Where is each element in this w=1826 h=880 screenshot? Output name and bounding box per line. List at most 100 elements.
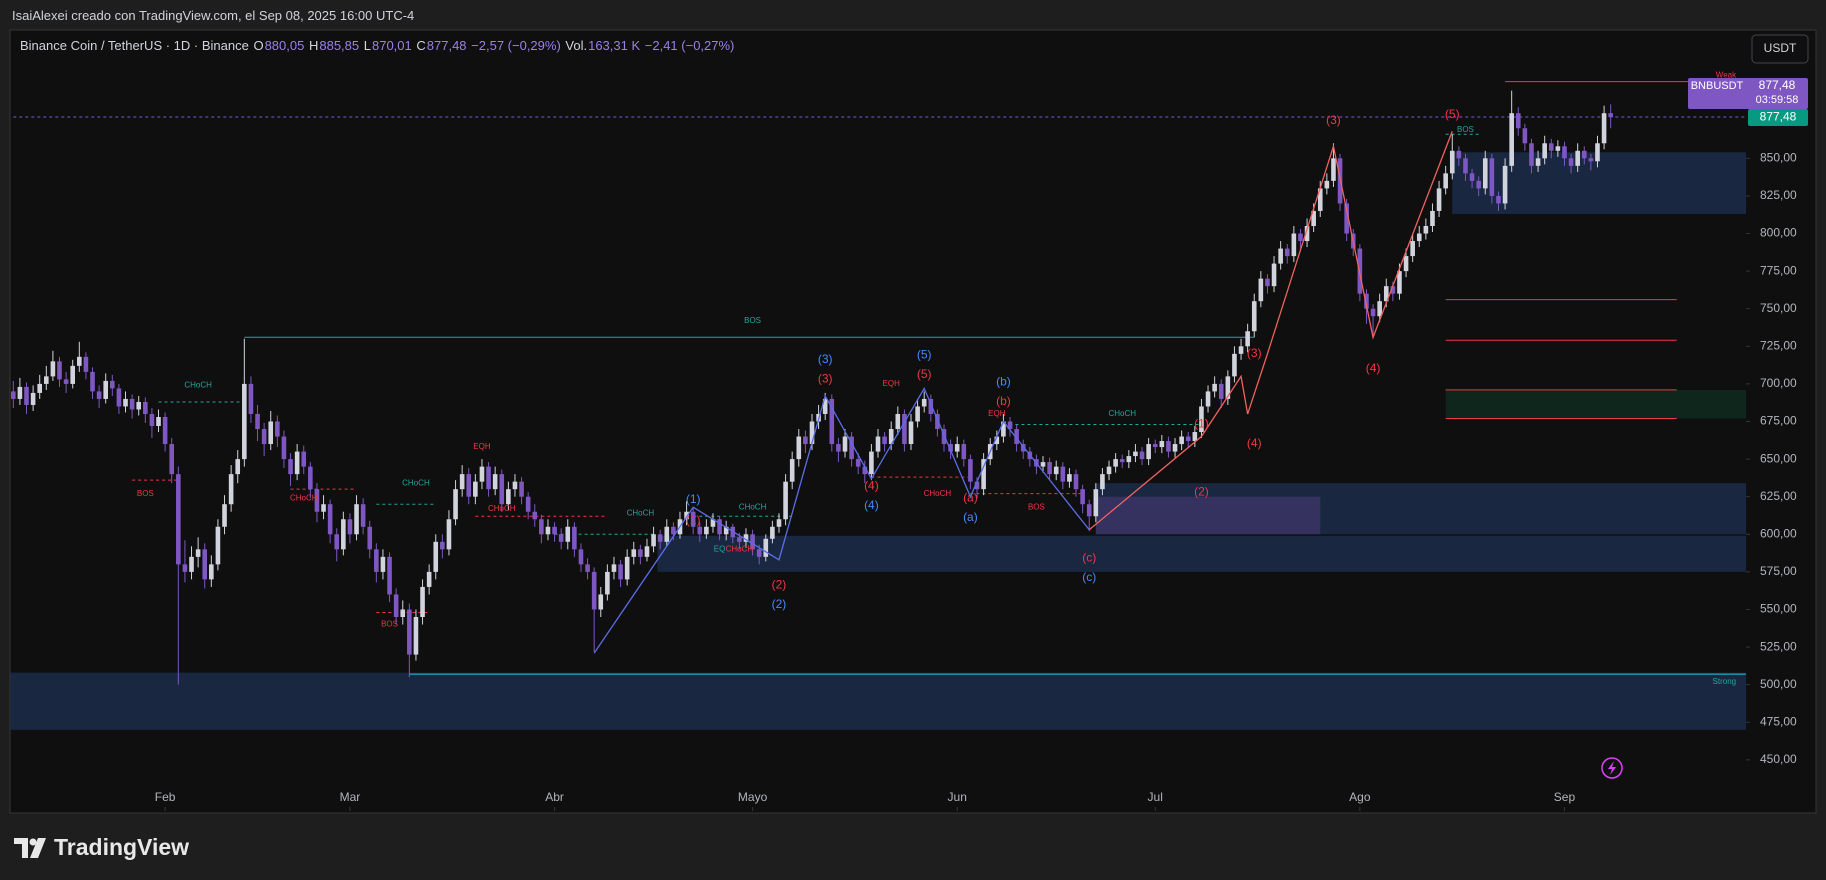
candle-body	[440, 541, 445, 550]
candle-body	[426, 571, 432, 587]
brand: TradingView	[54, 834, 190, 860]
price-tag-symbol: BNBUSDT	[1691, 80, 1744, 92]
y-tick-label: 500,00	[1760, 677, 1797, 691]
y-tick-label: 525,00	[1760, 639, 1797, 653]
candle-body	[1133, 451, 1138, 457]
candle-body	[393, 594, 399, 618]
candle-body	[341, 519, 346, 550]
candle-body	[704, 526, 709, 535]
candle-body	[327, 504, 333, 535]
candle-body	[756, 549, 762, 557]
y-tick-label: 750,00	[1760, 301, 1797, 315]
x-tick-label: Jul	[1148, 790, 1163, 804]
annotation: BOS	[381, 620, 398, 629]
candle-body	[1423, 225, 1429, 234]
candle-body	[1588, 158, 1594, 162]
annotation: (2)	[1194, 484, 1209, 498]
candle-body	[1073, 474, 1079, 490]
alert-icon[interactable]	[1601, 757, 1623, 779]
annotation: BOS	[137, 489, 154, 498]
candle-body	[1232, 353, 1237, 377]
annotation: (4)	[864, 498, 879, 512]
candle-body	[499, 474, 505, 505]
candle-body	[143, 401, 148, 414]
candle-body	[1443, 173, 1448, 189]
candle-body	[387, 556, 392, 595]
annotation: CHoCH	[924, 489, 952, 498]
annotation: CHoCH	[739, 502, 767, 511]
candle-body	[882, 436, 887, 445]
currency-button[interactable]	[1751, 34, 1809, 64]
candle-body	[935, 413, 940, 430]
candle-body	[301, 451, 307, 467]
ohlc-prefix: O	[253, 38, 264, 53]
x-tick-label: Sep	[1554, 790, 1576, 804]
annotation: CHoCH	[726, 544, 754, 553]
candle-body	[558, 534, 564, 542]
candle-body	[1080, 489, 1085, 505]
candle-body	[446, 519, 452, 550]
annotation: CHoCH	[184, 381, 212, 390]
candle-body	[314, 489, 320, 512]
axes: 450,00 475,00 500,00 525,00 550,00 575,00 600,…	[155, 150, 1797, 811]
candle-body	[1595, 143, 1600, 162]
candle-body	[77, 356, 82, 366]
candle-body	[1113, 459, 1118, 467]
candle-body	[1502, 165, 1508, 204]
annotation: (3)	[1247, 346, 1262, 360]
candle-body	[281, 436, 287, 460]
candle-body	[605, 571, 610, 595]
candle-body	[413, 617, 419, 655]
candle-body	[110, 380, 115, 389]
ohlc-value: 880,05	[264, 38, 305, 53]
candle-body	[611, 564, 617, 572]
candle-body	[1403, 256, 1409, 272]
candle-body	[1093, 489, 1099, 517]
candle-body	[651, 534, 656, 547]
candle-body	[202, 549, 208, 580]
candle-body	[1119, 459, 1125, 463]
candle-body	[552, 526, 557, 535]
candle-body	[83, 356, 89, 372]
candle-body	[842, 436, 848, 452]
candle-body	[420, 586, 425, 618]
y-tick-label: 600,00	[1760, 526, 1797, 540]
candle-body	[1482, 158, 1488, 189]
annotation: (3)	[818, 352, 833, 366]
candle-body	[169, 444, 175, 475]
candle-body	[539, 519, 544, 535]
candle-body	[763, 538, 769, 557]
y-tick-label: 775,00	[1760, 263, 1797, 277]
candle-body	[776, 519, 782, 527]
candle-body	[360, 504, 366, 527]
annotation: Strong	[1713, 677, 1737, 686]
candle-body	[242, 383, 247, 460]
candle-body	[1166, 441, 1171, 452]
candle-body	[294, 451, 300, 475]
annotation: EQH	[473, 442, 491, 451]
annotation: (1)	[1194, 417, 1209, 431]
candle-body	[453, 489, 458, 520]
candle-body	[1278, 248, 1283, 264]
candle-body	[697, 526, 703, 535]
change: −2,57 (−0,29%)	[471, 38, 561, 53]
candle-body	[941, 429, 947, 445]
price-tag-countdown: 03:59:58	[1756, 94, 1799, 106]
y-tick-label: 850,00	[1760, 150, 1797, 164]
candle-body	[288, 459, 293, 475]
x-tick-label: Mar	[340, 790, 361, 804]
logo-icon	[14, 837, 46, 858]
x-tick-label: Ago	[1349, 790, 1371, 804]
candle-body	[994, 436, 1000, 445]
symbol: Binance Coin / TetherUS · 1D · Binance	[20, 38, 249, 53]
candle-body	[486, 466, 491, 490]
y-tick-label: 475,00	[1760, 714, 1797, 728]
ohlc-prefix: L	[363, 38, 371, 53]
currency[interactable]: USDT	[1764, 41, 1797, 55]
candle-body	[156, 416, 161, 427]
annotation: EQH	[883, 379, 901, 388]
x-tick-label: Abr	[545, 790, 564, 804]
ohlc-value: 870,01	[371, 38, 412, 53]
candle-body	[228, 474, 234, 505]
